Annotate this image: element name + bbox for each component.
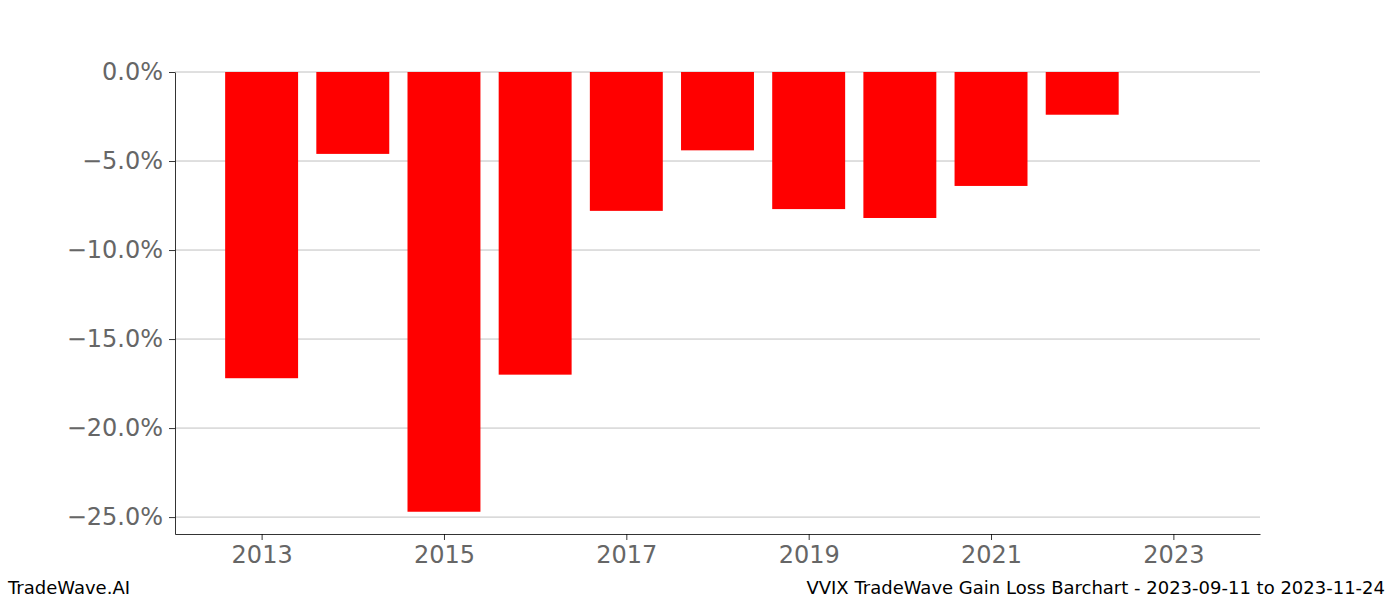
x-tick: 2013 — [232, 534, 293, 569]
bar — [1046, 72, 1119, 115]
bar — [772, 72, 845, 209]
y-tick-label: −15.0% — [67, 325, 163, 353]
y-tick-label: 0.0% — [102, 58, 163, 86]
x-tick-mark — [626, 534, 627, 540]
x-tick: 2021 — [961, 534, 1022, 569]
y-tick-mark — [169, 517, 175, 518]
y-tick-mark — [169, 72, 175, 73]
bar — [225, 72, 298, 378]
x-axis-line — [176, 534, 1261, 535]
y-tick: −25.0% — [67, 503, 175, 531]
grid-line — [175, 339, 1260, 340]
bar — [863, 72, 936, 218]
y-axis: 0.0% −5.0% −10.0% −15.0% −20.0% −25.0% — [67, 58, 176, 534]
x-tick-label: 2013 — [232, 541, 293, 569]
bar — [408, 72, 481, 512]
title: VVIX TradeWave Gain Loss Barchart - 2023… — [806, 577, 1385, 598]
source: TradeWave.AI — [7, 577, 130, 598]
y-tick: −10.0% — [67, 236, 175, 264]
x-tick-mark — [262, 534, 263, 540]
grid — [175, 72, 1260, 517]
y-tick: −5.0% — [82, 147, 175, 175]
x-tick: 2023 — [1143, 534, 1204, 569]
y-axis-line — [175, 73, 176, 535]
grid-line — [175, 161, 1260, 162]
y-tick-mark — [169, 428, 175, 429]
x-tick-mark — [991, 534, 992, 540]
bar — [955, 72, 1028, 186]
y-tick-mark — [169, 161, 175, 162]
x-tick-label: 2023 — [1143, 541, 1204, 569]
x-axis: 2013 2015 2017 2019 2021 2023 — [176, 534, 1261, 569]
grid-line — [175, 517, 1260, 518]
grid-line — [175, 428, 1260, 429]
x-tick-label: 2019 — [779, 541, 840, 569]
y-tick-label: −10.0% — [67, 236, 163, 264]
x-tick-label: 2017 — [596, 541, 657, 569]
y-tick-label: −5.0% — [82, 147, 163, 175]
y-tick: −15.0% — [67, 325, 175, 353]
x-tick-mark — [1173, 534, 1174, 540]
x-tick: 2017 — [596, 534, 657, 569]
y-tick-label: −25.0% — [67, 503, 163, 531]
y-tick-label: −20.0% — [67, 414, 163, 442]
x-tick: 2019 — [779, 534, 840, 569]
x-tick-label: 2021 — [961, 541, 1022, 569]
bar — [499, 72, 572, 375]
bar — [681, 72, 754, 150]
y-tick-mark — [169, 339, 175, 340]
chart: 0.0%−5.0%−10.0%−15.0%−20.0%−25.0%2013201… — [0, 0, 1400, 600]
x-tick: 2015 — [414, 534, 475, 569]
bar — [316, 72, 389, 154]
bar — [590, 72, 663, 211]
bars — [225, 72, 1119, 512]
x-tick-mark — [444, 534, 445, 540]
x-tick-mark — [809, 534, 810, 540]
y-tick: −20.0% — [67, 414, 175, 442]
y-tick-mark — [169, 250, 175, 251]
grid-line — [175, 250, 1260, 251]
y-tick: 0.0% — [102, 58, 175, 86]
x-tick-label: 2015 — [414, 541, 475, 569]
